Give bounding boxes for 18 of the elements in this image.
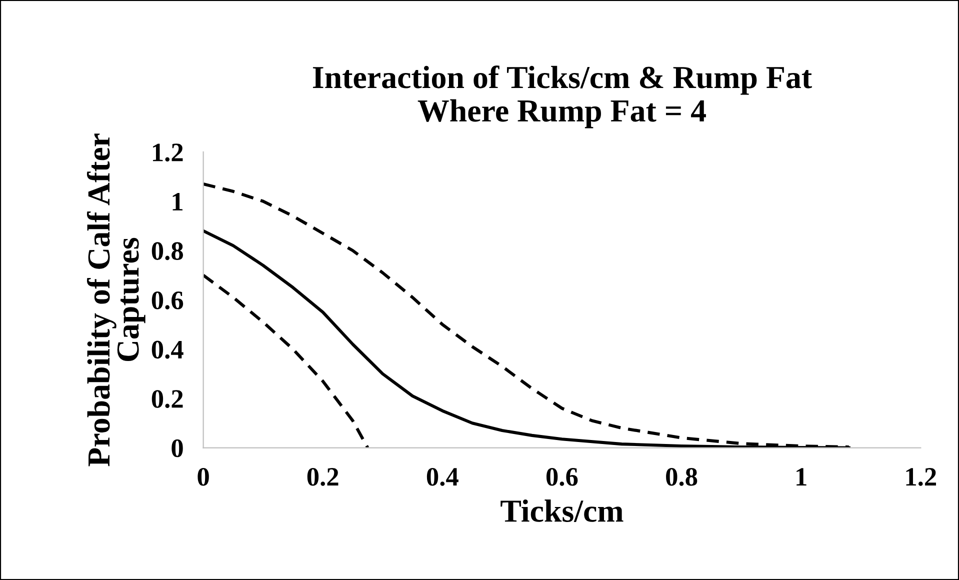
x-tick-label: 0	[198, 468, 209, 486]
x-tick-label: 0.8	[666, 468, 698, 486]
chart-title: Interaction of Ticks/cm & Rump Fat Where Rump Fat = 4	[312, 66, 812, 128]
x-tick-label: 1	[796, 468, 806, 486]
y-axis-title: Probability of Calf After Captures	[86, 134, 146, 466]
x-tick-label: 0.2	[307, 468, 338, 486]
x-tick-label: 0.4	[426, 468, 458, 486]
y-tick-label: 1	[172, 192, 182, 210]
y-tick-label: 1.2	[152, 144, 183, 162]
y-tick-label: 0.6	[152, 291, 184, 310]
line-series	[203, 274, 370, 448]
x-tick-label: 1.2	[906, 468, 936, 486]
x-axis-title: Ticks/cm	[500, 499, 624, 522]
y-tick-label: 0	[172, 439, 183, 458]
x-tick-label: 0.6	[546, 468, 578, 486]
y-tick-label: 0.2	[152, 390, 183, 408]
y-tick-label: 0.4	[152, 340, 184, 359]
y-tick-label: 0.8	[152, 242, 183, 260]
